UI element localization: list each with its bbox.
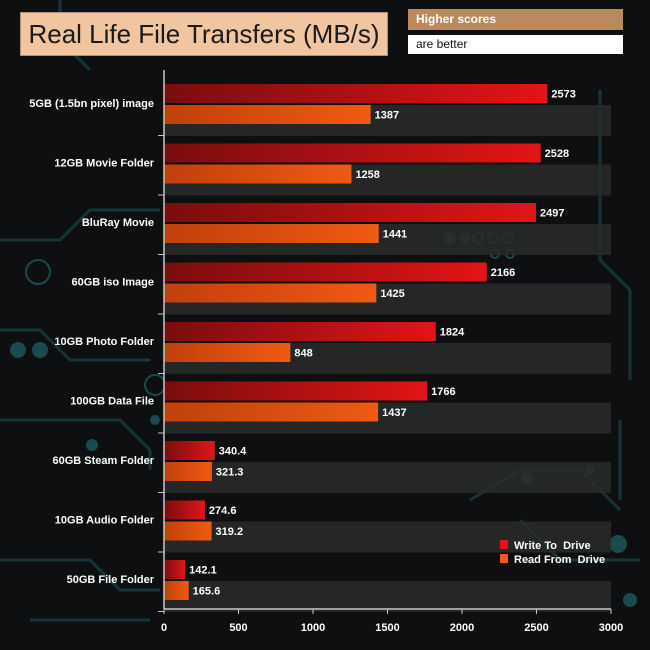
bar-value-label: 321.3: [216, 467, 244, 479]
bar-read: [164, 224, 379, 243]
category-label: 10GB Photo Folder: [54, 336, 154, 348]
bar-write: [164, 203, 537, 222]
bar-value-label: 142.1: [189, 565, 217, 577]
legend-label-read: Read From Drive: [514, 554, 605, 566]
are-better-note: are better: [408, 35, 623, 54]
bar-read: [164, 283, 377, 303]
legend-label-write: Write To Drive: [514, 540, 591, 552]
bar-value-label: 848: [294, 348, 312, 360]
x-tick-label: 0: [161, 622, 167, 634]
chart-title: Real Life File Transfers (MB/s): [20, 12, 388, 56]
x-tick-label: 2500: [524, 622, 548, 634]
bar-write: [164, 143, 541, 163]
bar-read: [164, 402, 379, 422]
bar-write: [164, 262, 487, 282]
x-tick-label: 1000: [301, 622, 325, 634]
category-label: BluRay Movie: [82, 217, 154, 229]
x-tick-label: 3000: [599, 622, 623, 634]
bar-value-label: 340.4: [219, 446, 247, 458]
bar-value-label: 165.6: [193, 586, 221, 598]
bar-read: [164, 164, 352, 184]
bar-read: [164, 462, 212, 481]
bar-read: [164, 521, 212, 541]
bar-value-label: 1766: [431, 386, 455, 398]
category-label: 100GB Data File: [70, 396, 154, 408]
bar-value-label: 319.2: [216, 526, 244, 538]
row-band: [164, 462, 611, 493]
bar-read: [164, 581, 189, 600]
bar-value-label: 2497: [540, 208, 564, 220]
bar-write: [164, 381, 428, 401]
category-label: 50GB File Folder: [67, 574, 155, 586]
bar-value-label: 2528: [545, 148, 569, 160]
legend-swatch-read: [500, 554, 508, 563]
category-label: 5GB (1.5bn pixel) image: [29, 98, 154, 110]
bar-value-label: 1258: [355, 169, 379, 181]
bar-value-label: 1387: [375, 110, 399, 122]
bar-value-label: 1441: [383, 229, 407, 241]
chart-title-text: Real Life File Transfers (MB/s): [28, 18, 380, 49]
bar-write: [164, 500, 205, 520]
bar-write: [164, 84, 548, 103]
row-band: [164, 521, 611, 553]
x-tick-label: 1500: [375, 622, 399, 634]
bar-value-label: 1437: [382, 407, 406, 419]
bar-value-label: 2166: [491, 267, 515, 279]
x-tick-label: 500: [229, 622, 247, 634]
bar-read: [164, 105, 371, 124]
bar-value-label: 1425: [380, 288, 404, 300]
bar-value-label: 2573: [551, 89, 575, 101]
bar-write: [164, 441, 215, 460]
x-tick-label: 2000: [450, 622, 474, 634]
category-label: 10GB Audio Folder: [55, 515, 155, 527]
category-label: 12GB Movie Folder: [54, 158, 154, 170]
higher-scores-note: Higher scores: [408, 9, 623, 30]
category-label: 60GB Steam Folder: [53, 455, 155, 467]
bar-write: [164, 322, 436, 341]
legend-swatch-write: [500, 540, 508, 549]
bar-value-label: 1824: [440, 327, 465, 339]
bar-write: [164, 560, 186, 579]
row-band: [164, 581, 611, 612]
bar-read: [164, 343, 291, 362]
bar-value-label: 274.6: [209, 505, 237, 517]
category-label: 60GB iso Image: [71, 277, 154, 289]
